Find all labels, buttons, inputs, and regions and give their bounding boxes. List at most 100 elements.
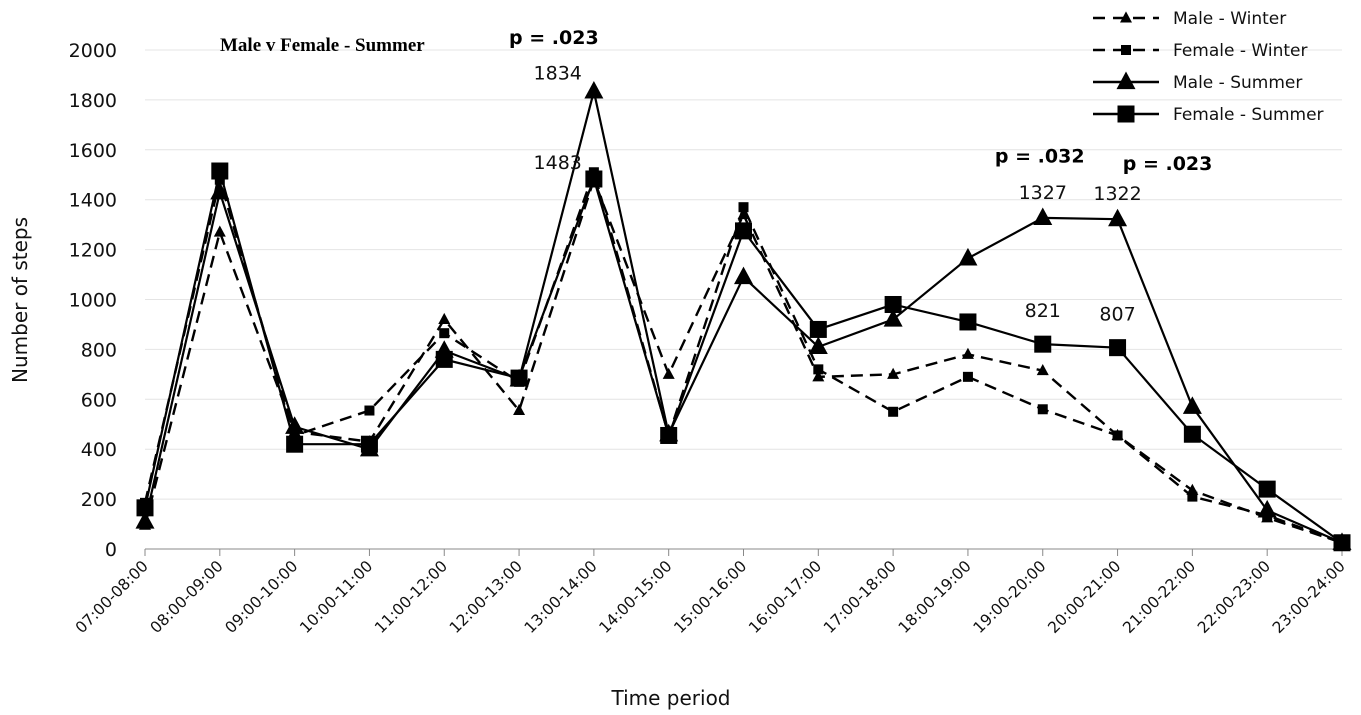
data-point <box>1034 335 1052 353</box>
data-point <box>289 430 300 441</box>
data-point <box>734 266 753 285</box>
data-point <box>809 320 827 338</box>
y-tick-label: 1600 <box>69 140 117 162</box>
x-tick-label: 10:00-11:00 <box>296 557 376 637</box>
data-point <box>584 80 604 99</box>
y-axis-title: Number of steps <box>8 217 32 383</box>
x-tick-label: 21:00-22:00 <box>1119 557 1199 637</box>
data-point <box>735 222 752 240</box>
p-value-annotation: p = .023 <box>1123 153 1213 175</box>
legend: Male - Winter Female - Winter Male - Summe… <box>1093 9 1324 125</box>
p-value-annotation: p = .032 <box>995 145 1085 167</box>
data-point <box>1333 534 1351 552</box>
series-group <box>135 80 1352 552</box>
data-point <box>364 405 375 416</box>
legend-label: Male - Summer <box>1173 73 1302 93</box>
x-tick-label: 20:00-21:00 <box>1045 557 1125 637</box>
series-line <box>143 176 1343 544</box>
data-point <box>213 225 226 237</box>
data-point <box>513 403 526 416</box>
data-value-label: 1834 <box>534 62 582 84</box>
x-tick-label: 22:00-23:00 <box>1194 557 1274 637</box>
data-point <box>1257 499 1277 518</box>
data-point <box>136 499 154 517</box>
x-tick-label: 15:00-16:00 <box>670 557 750 637</box>
data-point <box>214 174 225 185</box>
data-value-label: 807 <box>1099 304 1135 326</box>
x-tick-label: 17:00-18:00 <box>820 557 900 637</box>
data-point <box>360 435 378 453</box>
x-axis-ticks: 07:00-08:0008:00-09:0009:00-10:0010:00-1… <box>72 549 1349 637</box>
data-point <box>286 435 304 453</box>
data-point <box>660 426 678 444</box>
y-tick-label: 0 <box>105 539 117 561</box>
y-axis-ticks: 0 200 400 600 800 1000 1200 1400 1600 1800 2000 <box>69 40 117 561</box>
data-point <box>1033 207 1053 226</box>
data-point <box>883 309 903 327</box>
legend-item: Female - Winter <box>1093 41 1307 61</box>
x-tick-label: 08:00-09:00 <box>147 557 227 637</box>
y-tick-label: 2000 <box>69 40 117 62</box>
data-point <box>813 364 824 375</box>
legend-label: Male - Winter <box>1173 9 1286 29</box>
x-tick-label: 18:00-19:00 <box>895 557 975 637</box>
x-tick-label: 09:00-10:00 <box>222 557 302 637</box>
data-point <box>211 162 229 180</box>
y-tick-label: 1800 <box>69 90 117 112</box>
x-tick-label: 19:00-20:00 <box>970 557 1050 637</box>
chart-title: Male v Female - Summer <box>220 35 425 56</box>
data-point <box>1258 480 1276 498</box>
data-point <box>962 371 973 382</box>
data-value-label: 1322 <box>1093 183 1141 205</box>
data-point <box>135 511 155 529</box>
legend-label: Female - Winter <box>1173 41 1307 61</box>
data-point <box>1112 430 1123 441</box>
data-point <box>808 336 828 355</box>
data-point <box>439 328 450 339</box>
data-point <box>662 367 675 379</box>
y-tick-label: 400 <box>81 439 117 461</box>
data-point <box>888 406 899 417</box>
data-point <box>1109 339 1127 357</box>
x-tick-label: 16:00-17:00 <box>745 557 825 637</box>
x-tick-label: 14:00-15:00 <box>596 557 676 637</box>
data-point <box>959 313 977 331</box>
data-point <box>1108 208 1128 227</box>
y-tick-label: 600 <box>81 389 117 411</box>
x-tick-label: 13:00-14:00 <box>521 557 601 637</box>
legend-marker <box>1121 45 1131 55</box>
data-point <box>438 312 451 324</box>
x-tick-label: 07:00-08:00 <box>72 557 152 637</box>
series-male-summer <box>135 80 1352 550</box>
data-point <box>435 350 453 368</box>
data-point <box>585 170 603 188</box>
x-tick-label: 23:00-24:00 <box>1269 557 1349 637</box>
legend-item: Male - Summer <box>1093 71 1302 93</box>
data-point <box>1036 364 1049 376</box>
legend-item: Female - Summer <box>1093 105 1324 125</box>
data-point <box>1183 425 1201 443</box>
data-point <box>887 367 900 379</box>
annotations: p = .023 p = .032 p = .023 1834 1483 1327 1322… <box>509 27 1212 326</box>
y-tick-label: 1000 <box>69 290 117 312</box>
x-axis-title: Time period <box>610 686 730 710</box>
data-point <box>738 202 749 213</box>
data-point <box>1187 491 1198 502</box>
data-point <box>884 295 902 313</box>
data-point <box>1182 396 1202 414</box>
p-value-annotation: p = .023 <box>509 27 599 49</box>
legend-marker <box>1120 11 1132 23</box>
x-tick-label: 11:00-12:00 <box>371 557 451 637</box>
series-female-summer <box>136 162 1351 552</box>
legend-marker <box>1116 71 1136 90</box>
legend-label: Female - Summer <box>1173 105 1324 125</box>
y-tick-label: 1400 <box>69 190 117 212</box>
data-point <box>510 369 528 387</box>
data-value-label: 1483 <box>534 152 582 174</box>
data-point <box>961 347 974 359</box>
legend-marker <box>1117 105 1135 123</box>
series-line <box>143 168 1343 544</box>
y-tick-label: 1200 <box>69 240 117 262</box>
data-point <box>958 247 978 266</box>
